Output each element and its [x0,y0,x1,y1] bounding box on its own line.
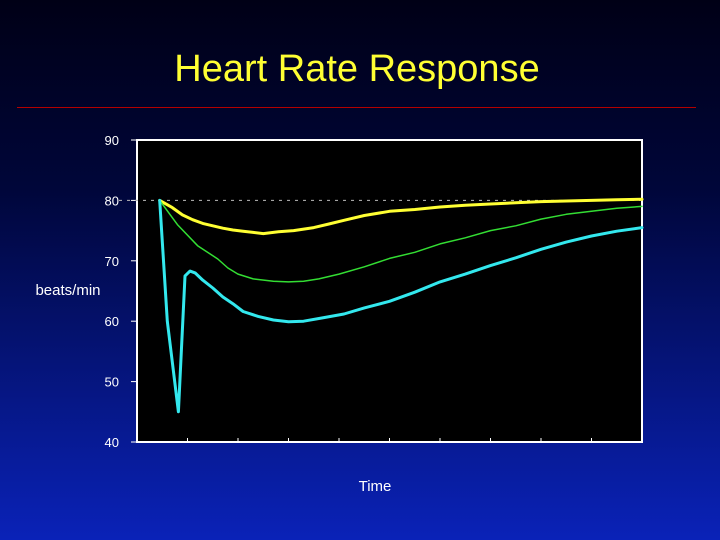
y-tick-label: 40 [105,435,119,450]
series-line-1 [158,197,644,236]
y-tick-label: 90 [105,133,119,148]
y-tick-label: 50 [105,375,119,390]
y-tick-label: 70 [105,254,119,269]
title-divider [17,107,696,108]
y-tick-label: 80 [105,193,119,208]
series-line-3 [158,198,644,414]
y-tick-label: 60 [105,314,119,329]
series-layer [158,197,644,414]
slide-title: Heart Rate Response [174,48,540,90]
x-axis-label: Time [359,478,392,495]
series-line-2 [158,199,643,283]
axis-ticks: 40 50 60 70 80 90 [105,133,592,450]
plot-area [136,139,643,443]
y-axis-label: beats/min [35,282,100,299]
